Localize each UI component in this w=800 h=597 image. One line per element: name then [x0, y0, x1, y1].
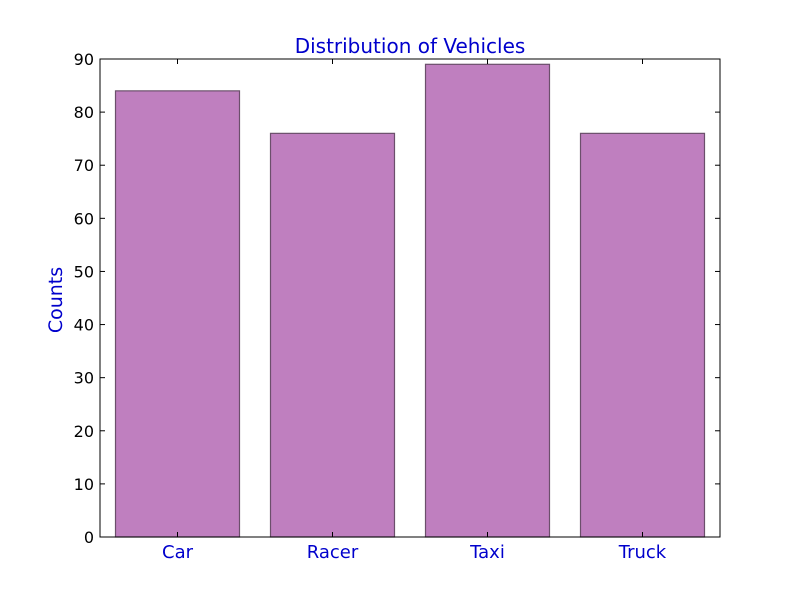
y-tick-label: 10: [74, 475, 94, 494]
y-tick-label: 40: [74, 316, 94, 335]
bars-layer: [114, 63, 706, 538]
bar-taxi: [424, 63, 551, 538]
x-tick-label: Car: [162, 542, 194, 563]
x-tick-label: Racer: [307, 542, 359, 563]
y-tick-label: 70: [74, 156, 94, 175]
y-tick-label: 20: [74, 422, 94, 441]
chart-title: Distribution of Vehicles: [295, 34, 526, 58]
ticks-layer: [100, 58, 720, 538]
x-tick-label: Truck: [618, 542, 667, 563]
y-tick-label: 60: [74, 209, 94, 228]
y-tick-label: 80: [74, 103, 94, 122]
y-tick-label: 0: [84, 528, 94, 547]
bar-truck: [579, 132, 706, 538]
x-tick-label: Taxi: [469, 542, 505, 563]
labels-layer: Car Racer Taxi Truck 0 10 20 30 40 50 60 70 80 90: [74, 50, 667, 563]
bar-racer: [269, 132, 396, 538]
y-tick-label: 50: [74, 262, 94, 281]
y-tick-label: 30: [74, 369, 94, 388]
y-tick-label: 90: [74, 50, 94, 69]
plot-area-frame: [99, 58, 721, 538]
bar-car: [114, 90, 241, 538]
y-axis-label: Counts: [45, 267, 67, 333]
